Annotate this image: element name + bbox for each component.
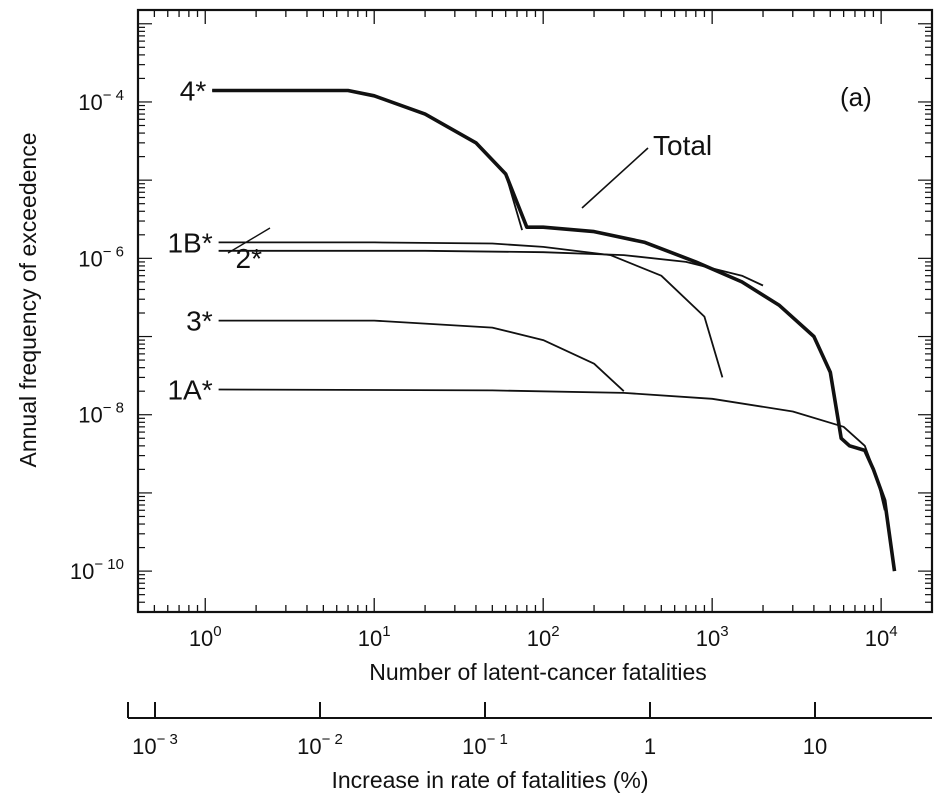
y-tick-label: 10− 6 bbox=[78, 243, 124, 271]
secondary-tick-label: 10 bbox=[803, 734, 827, 759]
series-label-total: Total bbox=[653, 130, 712, 161]
total-leader-line bbox=[581, 147, 649, 209]
series-label-3-star: 3* bbox=[186, 306, 213, 337]
secondary-axis-title: Increase in rate of fatalities (%) bbox=[331, 767, 648, 793]
panel-label: (a) bbox=[840, 82, 872, 112]
series-line-3-star bbox=[218, 319, 625, 392]
series-line-total bbox=[212, 88, 897, 572]
y-tick-label: 10− 8 bbox=[78, 400, 124, 428]
x-axis-title: Number of latent-cancer fatalities bbox=[369, 659, 707, 685]
series-label-2-star: 2* bbox=[236, 243, 263, 274]
series-line-1a-star bbox=[218, 388, 886, 511]
series-2-leader-line bbox=[227, 227, 271, 254]
axis-ticks bbox=[137, 10, 933, 613]
secondary-tick-label: 10− 2 bbox=[297, 731, 343, 759]
plot-border bbox=[136, 8, 934, 614]
series-label-4-star: 4* bbox=[180, 76, 207, 107]
secondary-axis: 10− 3 10− 2 10− 1 1 10 bbox=[127, 702, 932, 759]
series-label-1a-star: 1A* bbox=[167, 375, 212, 406]
series-layer bbox=[212, 88, 897, 572]
secondary-tick-label: 10− 3 bbox=[132, 731, 178, 759]
y-tick-label: 10− 10 bbox=[70, 556, 124, 584]
series-line-2-star bbox=[218, 249, 764, 287]
series-line-1b-star bbox=[218, 241, 724, 378]
series-line-4-star bbox=[212, 89, 523, 231]
x-tick-label: 102 bbox=[527, 623, 560, 651]
series-label-1b-star: 1B* bbox=[167, 227, 212, 258]
secondary-tick-label: 1 bbox=[644, 734, 656, 759]
plot-frame bbox=[136, 8, 934, 614]
y-axis-title: Annual frequency of exceedence bbox=[15, 132, 41, 467]
labels-layer: 100 101 102 103 104 10− 4 10− 6 10− 8 10− 10 4* 1B… bbox=[70, 76, 898, 651]
x-tick-label: 104 bbox=[865, 623, 898, 651]
secondary-tick-label: 10− 1 bbox=[462, 731, 508, 759]
x-tick-label: 100 bbox=[189, 623, 222, 651]
x-tick-label: 103 bbox=[696, 623, 729, 651]
y-tick-label: 10− 4 bbox=[78, 87, 124, 115]
x-tick-label: 101 bbox=[358, 623, 391, 651]
